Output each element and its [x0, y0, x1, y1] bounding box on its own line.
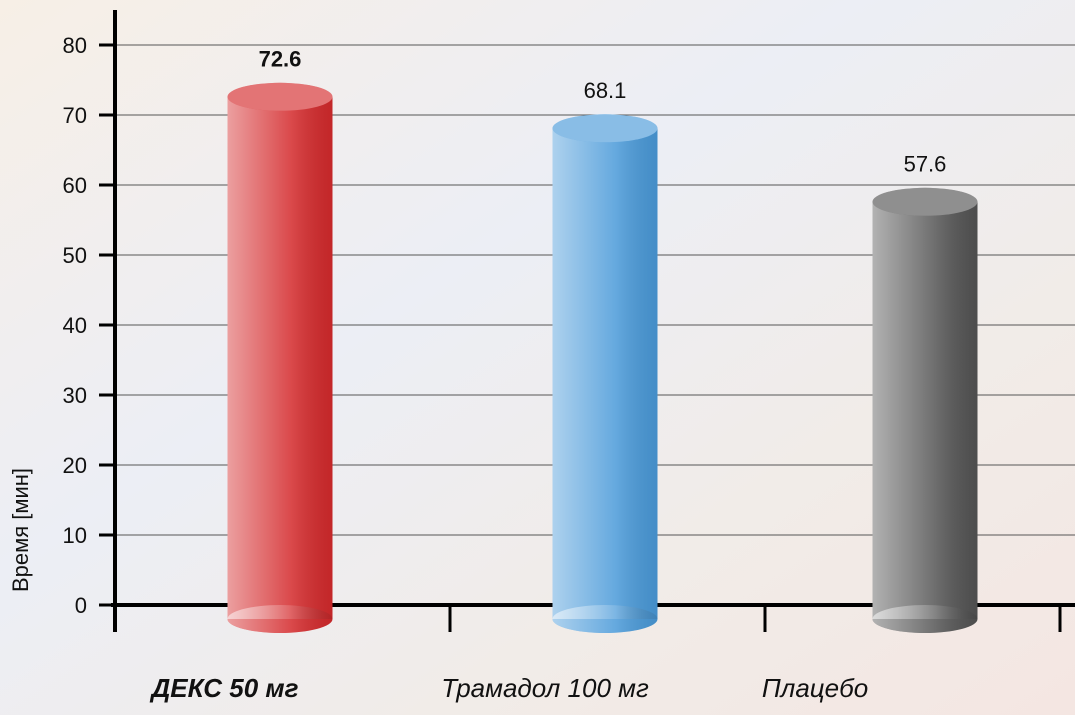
bar-shine: [872, 201, 978, 620]
cylinder-base-shine: [552, 605, 658, 633]
cylinder-top: [227, 82, 333, 111]
cylinder-base-shine: [872, 605, 978, 633]
y-tick-label: 70: [63, 103, 87, 128]
bar-shine: [552, 128, 658, 620]
cylinder-top-light: [552, 114, 658, 143]
cylinder-top-light: [872, 187, 978, 216]
y-tick-label: 50: [63, 243, 87, 268]
cylinder: [872, 187, 978, 633]
x-tick-label: ДЕКС 50 мг: [149, 673, 298, 703]
y-tick-label: 80: [63, 33, 87, 58]
x-tick-label: Трамадол 100 мг: [441, 673, 649, 703]
x-tick-label: Плацебо: [762, 673, 868, 703]
value-label: 68.1: [584, 78, 627, 103]
y-tick-label: 30: [63, 383, 87, 408]
y-tick-label: 10: [63, 523, 87, 548]
cylinder-top-light: [227, 82, 333, 111]
cylinder: [552, 114, 658, 633]
cylinder-base-shine: [227, 605, 333, 633]
value-label: 57.6: [904, 152, 947, 177]
bar-shine: [227, 96, 333, 620]
y-tick-label: 40: [63, 313, 87, 338]
cylinder-top: [872, 187, 978, 216]
y-tick-label: 0: [75, 593, 87, 618]
y-axis-label: Время [мин]: [8, 468, 33, 592]
value-label: 72.6: [259, 47, 302, 72]
y-tick-label: 20: [63, 453, 87, 478]
cylinder: [227, 82, 333, 633]
cylinder-top: [552, 114, 658, 143]
y-tick-label: 60: [63, 173, 87, 198]
